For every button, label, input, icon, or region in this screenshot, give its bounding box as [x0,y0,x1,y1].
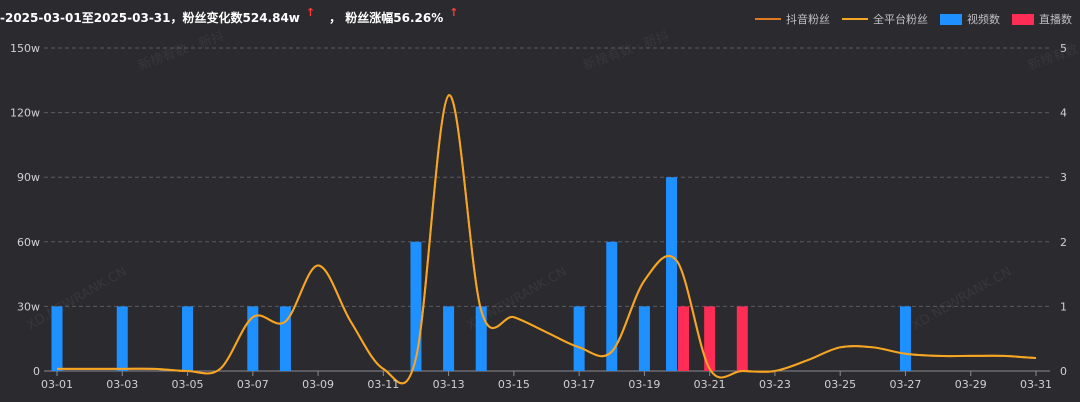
legend-swatch [755,18,781,20]
video-count-bar [51,306,63,371]
live-count-bar [736,306,748,371]
legend-label: 抖音粉丝 [786,13,830,26]
date-range-summary: -2025-03-01至2025-03-31，粉丝变化数524.84w [0,10,300,25]
x-tick-label: 03-09 [302,378,334,391]
live-count-bar [704,306,716,371]
legend-item-live-count[interactable]: 直播数 [1012,11,1072,27]
y-left-tick-label: 60w [17,236,40,249]
x-tick-label: 03-05 [172,378,204,391]
watermark-text: 新榜有数 · 新抖 [1026,28,1080,74]
x-tick-label: 03-25 [824,378,856,391]
x-tick-label: 03-23 [759,378,791,391]
x-tick-label: 03-19 [628,378,660,391]
y-right-tick-label: 3 [1060,171,1067,184]
chart-legend: 抖音粉丝 全平台粉丝 视频数 直播数 [755,11,1072,27]
bar-series [51,177,911,371]
legend-label: 直播数 [1039,13,1072,26]
legend-swatch [940,13,962,25]
y-right-tick-label: 2 [1060,236,1067,249]
all-platform-fans-line [56,94,1037,385]
watermark-layer: 新榜有数 · 新抖 新榜有数 · 新抖 新榜有数 · 新抖 XD.NEWRANK… [25,28,1080,334]
douyin-fans-line [56,94,1037,385]
increase-arrow-icon: ↑ [305,5,316,19]
video-count-bar [666,177,678,371]
legend-swatch [1012,13,1034,25]
video-count-bar [573,306,585,371]
legend-label: 全平台粉丝 [873,13,928,26]
y-left-tick-label: 30w [17,300,40,313]
x-tick-label: 03-03 [106,378,138,391]
video-count-bar [247,306,259,371]
x-tick-label: 03-13 [433,378,465,391]
y-left-tick-label: 90w [17,171,40,184]
watermark-text: 新榜有数 · 新抖 [581,28,671,74]
video-count-bar [182,306,194,371]
y-left-tick-label: 150w [10,42,40,55]
watermark-text: XD.NEWRANK.CN [910,264,1015,333]
y-right-tick-label: 5 [1060,42,1067,55]
video-count-bar [443,306,455,371]
x-tick-label: 03-07 [237,378,269,391]
x-axis: 03-01 03-03 03-05 03-07 03-09 03-11 03-13 03-15… [41,371,1052,391]
video-count-bar [116,306,128,371]
legend-item-video-count[interactable]: 视频数 [940,11,1000,27]
grid-lines [44,47,1050,372]
y-right-tick-label: 1 [1060,300,1067,313]
live-count-bar [678,306,690,371]
watermark-text: 新榜有数 · 新抖 [136,28,226,74]
chart-header: -2025-03-01至2025-03-31，粉丝变化数524.84w ↑ ， … [0,0,467,34]
y-axis-right: 0 1 2 3 4 5 [1060,42,1067,378]
y-left-tick-label: 120w [10,107,40,120]
increase-arrow-icon: ↑ [449,5,459,19]
video-count-bar [606,241,618,371]
x-tick-label: 03-01 [41,378,73,391]
x-tick-label: 03-31 [1020,378,1052,391]
video-count-bar [410,241,422,371]
watermark-text: XD.NEWRANK.CN [25,264,130,333]
x-tick-label: 03-29 [955,378,987,391]
legend-label: 视频数 [967,13,1000,26]
x-tick-label: 03-27 [889,378,921,391]
legend-item-all-platform-fans[interactable]: 全平台粉丝 [842,11,928,27]
y-left-tick-label: 0 [33,365,40,378]
video-count-bar [638,306,650,371]
legend-swatch [842,18,868,20]
line-series [56,94,1037,385]
video-count-bar [279,306,291,371]
x-tick-label: 03-17 [563,378,595,391]
video-count-bar [899,306,911,371]
x-tick-label: 03-11 [367,378,399,391]
y-axis-left: 0 30w 60w 90w 120w 150w [10,42,40,378]
video-count-bar [475,306,487,371]
x-tick-label: 03-15 [498,378,530,391]
growth-summary: ， 粉丝涨幅56.26% [329,10,444,25]
y-right-tick-label: 4 [1060,107,1067,120]
x-tick-label: 03-21 [694,378,726,391]
y-right-tick-label: 0 [1060,365,1067,378]
legend-item-douyin-fans[interactable]: 抖音粉丝 [755,11,830,27]
